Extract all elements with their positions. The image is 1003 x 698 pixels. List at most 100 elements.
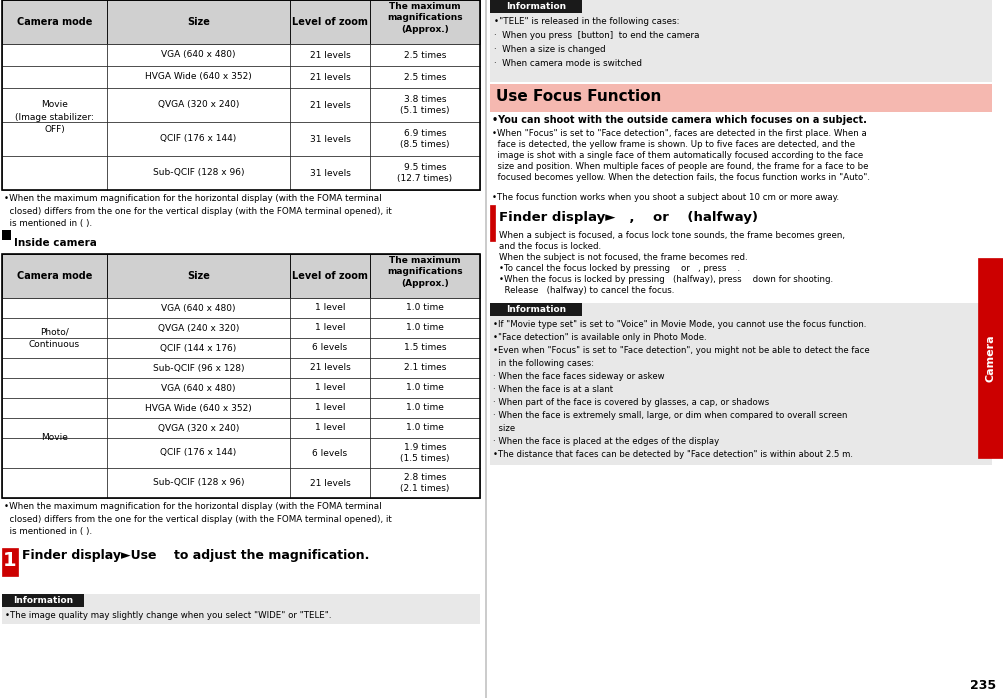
- Text: Camera mode: Camera mode: [17, 271, 92, 281]
- Bar: [489, 0, 582, 13]
- Bar: [2, 230, 11, 240]
- Text: · When the face is extremely small, large, or dim when compared to overall scree: · When the face is extremely small, larg…: [492, 411, 847, 420]
- Text: 1.0 time: 1.0 time: [405, 323, 443, 332]
- Bar: [290, 298, 370, 318]
- Text: VGA (640 x 480): VGA (640 x 480): [161, 383, 236, 392]
- Text: image is shot with a single face of them automatically focused according to the : image is shot with a single face of them…: [491, 151, 863, 160]
- Bar: [370, 468, 479, 498]
- Bar: [290, 66, 370, 88]
- Bar: [370, 88, 479, 122]
- Bar: [107, 418, 290, 438]
- Bar: [2, 88, 107, 122]
- Bar: [290, 358, 370, 378]
- Text: 21 levels: 21 levels: [309, 73, 350, 82]
- Bar: [107, 122, 290, 156]
- Bar: [370, 298, 479, 318]
- Text: •Even when "Focus" is set to "Face detection", you might not be able to detect t: •Even when "Focus" is set to "Face detec…: [492, 346, 869, 355]
- Bar: [2, 338, 107, 358]
- Text: ·  When a size is changed: · When a size is changed: [493, 45, 605, 54]
- Bar: [2, 156, 107, 190]
- Text: 1.0 time: 1.0 time: [405, 424, 443, 433]
- Text: The maximum
magnifications
(Approx.): The maximum magnifications (Approx.): [387, 1, 462, 34]
- Bar: [2, 358, 107, 378]
- Text: Movie
(Image stabilizer:
OFF): Movie (Image stabilizer: OFF): [15, 100, 94, 134]
- Text: 1 level: 1 level: [314, 383, 345, 392]
- Text: 6 levels: 6 levels: [312, 343, 347, 352]
- Text: •When the focus is locked by pressing   (halfway), press    down for shooting.: •When the focus is locked by pressing (h…: [498, 275, 832, 284]
- Text: 6.9 times
(8.5 times): 6.9 times (8.5 times): [400, 128, 449, 149]
- Text: Information: Information: [506, 2, 566, 11]
- Bar: [2, 468, 107, 498]
- Text: 235: 235: [969, 679, 995, 692]
- Text: 1.0 time: 1.0 time: [405, 304, 443, 313]
- Text: Sub-QCIF (128 x 96): Sub-QCIF (128 x 96): [152, 168, 244, 177]
- Bar: [2, 418, 107, 438]
- Text: QCIF (144 x 176): QCIF (144 x 176): [160, 343, 237, 352]
- Text: 21 levels: 21 levels: [309, 364, 350, 373]
- Bar: [290, 438, 370, 468]
- Text: •The image quality may slightly change when you select "WIDE" or "TELE".: •The image quality may slightly change w…: [5, 611, 331, 620]
- Bar: [107, 66, 290, 88]
- Text: in the following cases:: in the following cases:: [492, 359, 594, 368]
- Text: HVGA Wide (640 x 352): HVGA Wide (640 x 352): [145, 403, 252, 413]
- Bar: [290, 44, 370, 66]
- Bar: [2, 254, 479, 498]
- Bar: [2, 594, 479, 624]
- Bar: [2, 438, 107, 468]
- Text: •When the maximum magnification for the horizontal display (with the FOMA termin: •When the maximum magnification for the …: [4, 194, 391, 228]
- Bar: [107, 338, 290, 358]
- Text: Sub-QCIF (96 x 128): Sub-QCIF (96 x 128): [152, 364, 244, 373]
- Text: 2.8 times
(2.1 times): 2.8 times (2.1 times): [400, 473, 449, 493]
- Text: QCIF (176 x 144): QCIF (176 x 144): [160, 135, 237, 144]
- Text: QVGA (320 x 240): QVGA (320 x 240): [157, 101, 239, 110]
- Text: 3.8 times
(5.1 times): 3.8 times (5.1 times): [400, 95, 449, 115]
- Text: HVGA Wide (640 x 352): HVGA Wide (640 x 352): [145, 73, 252, 82]
- Text: Inside camera: Inside camera: [14, 238, 96, 248]
- Bar: [107, 298, 290, 318]
- Text: Finder display►Use    to adjust the magnification.: Finder display►Use to adjust the magnifi…: [22, 549, 369, 561]
- Text: •When the maximum magnification for the horizontal display (with the FOMA termin: •When the maximum magnification for the …: [4, 502, 391, 536]
- Text: size: size: [492, 424, 515, 433]
- Text: 2.5 times: 2.5 times: [403, 50, 445, 59]
- Text: 2.1 times: 2.1 times: [403, 364, 445, 373]
- Text: face is detected, the yellow frame is shown. Up to five faces are detected, and : face is detected, the yellow frame is sh…: [491, 140, 855, 149]
- Bar: [2, 594, 84, 607]
- Text: Movie: Movie: [41, 433, 68, 443]
- Bar: [2, 44, 107, 66]
- Bar: [370, 438, 479, 468]
- Text: •If "Movie type set" is set to "Voice" in Movie Mode, you cannot use the focus f: •If "Movie type set" is set to "Voice" i…: [492, 320, 866, 329]
- Bar: [370, 0, 479, 44]
- Text: Release   (halfway) to cancel the focus.: Release (halfway) to cancel the focus.: [498, 286, 674, 295]
- Bar: [107, 438, 290, 468]
- Bar: [290, 88, 370, 122]
- Bar: [107, 0, 290, 44]
- Text: 6 levels: 6 levels: [312, 449, 347, 457]
- Text: · When the face faces sideway or askew: · When the face faces sideway or askew: [492, 372, 664, 381]
- Text: •You can shoot with the outside camera which focuses on a subject.: •You can shoot with the outside camera w…: [491, 115, 866, 125]
- Text: ·  When camera mode is switched: · When camera mode is switched: [493, 59, 641, 68]
- Bar: [107, 156, 290, 190]
- Bar: [290, 156, 370, 190]
- Text: 21 levels: 21 levels: [309, 50, 350, 59]
- Text: 1 level: 1 level: [314, 424, 345, 433]
- Text: QVGA (320 x 240): QVGA (320 x 240): [157, 424, 239, 433]
- Text: Information: Information: [13, 596, 73, 605]
- Bar: [2, 378, 107, 398]
- Bar: [2, 0, 107, 44]
- Text: Camera mode: Camera mode: [17, 17, 92, 27]
- Bar: [107, 358, 290, 378]
- Bar: [107, 468, 290, 498]
- Bar: [370, 358, 479, 378]
- Text: Size: Size: [187, 271, 210, 281]
- Text: Camera: Camera: [985, 334, 995, 382]
- Text: 31 levels: 31 levels: [309, 135, 350, 144]
- Text: •"TELE" is released in the following cases:: •"TELE" is released in the following cas…: [493, 17, 679, 26]
- Bar: [484, 0, 486, 698]
- Text: •The focus function works when you shoot a subject about 10 cm or more away.: •The focus function works when you shoot…: [491, 193, 839, 202]
- Text: QCIF (176 x 144): QCIF (176 x 144): [160, 449, 237, 457]
- Bar: [107, 254, 290, 298]
- Bar: [2, 398, 107, 418]
- Text: Use Focus Function: Use Focus Function: [495, 89, 661, 104]
- Text: focused becomes yellow. When the detection fails, the focus function works in "A: focused becomes yellow. When the detecti…: [491, 173, 870, 182]
- Bar: [2, 122, 107, 156]
